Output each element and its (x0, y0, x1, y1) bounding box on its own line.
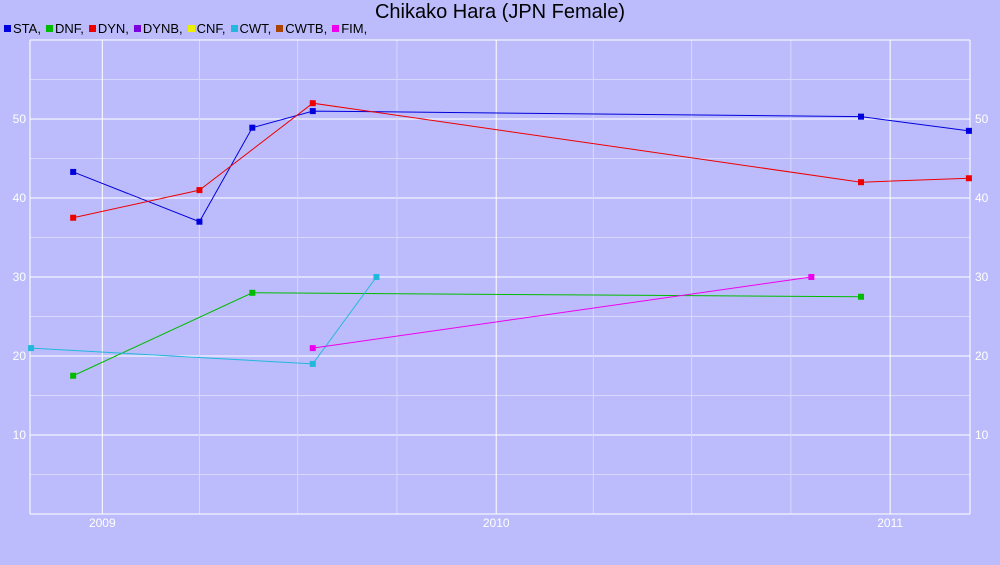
legend-label: STA, (13, 20, 41, 36)
legend-item-sta: STA, (4, 21, 41, 36)
data-point-dyn (309, 100, 316, 107)
data-point-dyn (70, 214, 77, 221)
legend-swatch (45, 24, 53, 32)
data-point-dyn (196, 187, 203, 194)
data-point-sta (196, 218, 203, 225)
legend-item-dnf: DNF, (45, 20, 84, 36)
legend-swatch (133, 24, 141, 32)
legend-item-dynb: DYNB, (133, 20, 183, 36)
y-tick-label: 20 (13, 349, 27, 363)
y-tick-label: 30 (13, 270, 27, 284)
data-point-sta (965, 127, 972, 134)
legend-item-cwt: CWT, (230, 20, 272, 36)
data-point-dyn (965, 175, 972, 182)
data-point-dnf (249, 289, 256, 296)
legend-swatch (332, 24, 340, 32)
legend-item-cnf: CNF, (187, 20, 226, 36)
x-tick-label: 2011 (877, 516, 903, 530)
y-tick-label-right: 50 (975, 112, 989, 126)
series-line-fim (312, 276, 812, 349)
x-tick-label: 2010 (483, 516, 510, 530)
legend-swatch (4, 24, 11, 32)
legend-item-dyn: DYN, (88, 20, 129, 36)
data-point-sta (309, 108, 316, 115)
legend-label: FIM, (341, 20, 368, 36)
legend-label: DYNB, (142, 20, 183, 36)
data-point-cwt (373, 274, 380, 280)
y-tick-label-right: 40 (975, 191, 989, 205)
legend-swatch (88, 24, 96, 32)
y-tick-label-right: 20 (975, 349, 989, 363)
y-tick-label-right: 30 (975, 270, 989, 284)
legend-label: DYN, (97, 20, 129, 36)
x-tick-label: 2009 (89, 516, 116, 530)
legend-swatch (276, 24, 284, 32)
data-point-dnf (70, 372, 77, 379)
data-point-fim (808, 274, 815, 280)
data-point-cwt (28, 345, 35, 352)
data-point-sta (70, 168, 77, 175)
series-line-sta (72, 110, 969, 223)
data-point-sta (249, 124, 256, 131)
legend-label: CWTB, (285, 20, 328, 36)
legend-label: CNF, (196, 20, 226, 36)
legend-label: DNF, (54, 20, 84, 36)
legend-swatch (187, 24, 195, 32)
data-point-sta (857, 113, 864, 120)
y-tick-label: 10 (13, 428, 27, 442)
data-point-dnf (857, 293, 864, 300)
chart-title: Chikako Hara (JPN Female) (374, 1, 626, 23)
legend: STA, DNF, DYN, DYNB, CNF, CWT, CWTB, FIM, (4, 20, 372, 36)
data-point-fim (309, 345, 316, 352)
data-point-dyn (857, 179, 864, 186)
y-tick-label-right: 10 (975, 428, 989, 442)
legend-item-cwtb: CWTB, (276, 21, 327, 36)
data-point-cwt (309, 360, 316, 367)
legend-item-fim: FIM, (332, 21, 367, 36)
y-tick-label: 50 (13, 112, 27, 126)
legend-swatch (230, 24, 238, 32)
y-tick-label: 40 (13, 191, 27, 205)
legend-label: CWT, (239, 20, 272, 36)
